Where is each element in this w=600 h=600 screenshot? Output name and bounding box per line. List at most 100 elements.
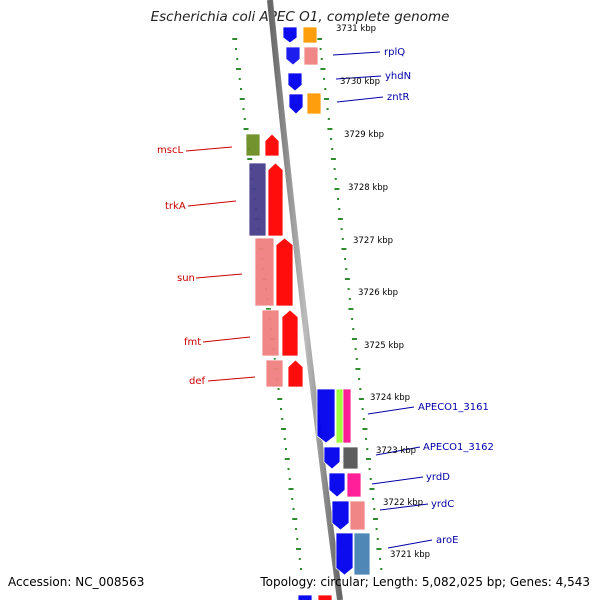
tick-dot	[298, 558, 301, 560]
gene-block-yrdD[interactable]	[328, 472, 346, 498]
gene-label-fmt[interactable]: fmt	[184, 337, 201, 348]
gene-block-trkA-slate[interactable]	[248, 162, 267, 237]
gene-block-rplQ-cds[interactable]	[282, 26, 298, 44]
gene-block-aroE[interactable]	[335, 532, 354, 576]
tick-dot	[358, 378, 361, 380]
tick-dot	[354, 348, 357, 350]
gene-block-pink-1[interactable]	[303, 46, 319, 66]
gene-label-trkA[interactable]: trkA	[165, 201, 186, 212]
gene-label-aroE[interactable]: aroE	[436, 535, 458, 546]
tick-dot	[242, 108, 245, 110]
tick-dot	[351, 318, 354, 320]
tick-dot	[232, 38, 238, 40]
gene-label-APECO1_3162[interactable]: APECO1_3162	[423, 442, 494, 453]
leader-line-sun	[195, 273, 243, 279]
topology-text: Topology: circular; Length: 5,082,025 bp…	[260, 575, 590, 589]
tick-dot	[295, 528, 297, 530]
tick-dot	[359, 388, 362, 390]
tick-dot	[280, 408, 282, 410]
gene-block-mscL[interactable]	[264, 133, 280, 157]
tick-dot	[341, 238, 344, 240]
gene-block-bottom-1[interactable]	[297, 594, 313, 600]
gene-block-def[interactable]	[287, 359, 304, 388]
gene-block-sun[interactable]	[275, 237, 294, 307]
tick-dot	[247, 158, 253, 160]
tick-dot	[291, 498, 294, 500]
gene-label-zntR[interactable]: zntR	[387, 92, 410, 103]
gene-label-yrdC[interactable]: yrdC	[431, 499, 454, 510]
gene-block-fmt[interactable]	[281, 309, 299, 357]
tick-dot	[320, 58, 323, 60]
tick-dot	[334, 178, 337, 180]
gene-block-magenta-2[interactable]	[346, 472, 362, 498]
tick-dot	[281, 428, 286, 430]
tick-dot	[347, 288, 350, 290]
tick-dot	[292, 518, 298, 520]
tick-dot	[243, 118, 246, 120]
tick-dot	[296, 538, 299, 540]
leader-line-mscL	[185, 146, 233, 152]
gene-block-grey[interactable]	[342, 446, 359, 470]
tick-dot	[236, 58, 239, 60]
gene-block-yrdC[interactable]	[331, 500, 350, 531]
gene-block-def-pink[interactable]	[265, 359, 284, 388]
gene-block-orange-2[interactable]	[306, 92, 322, 115]
tick-dot	[352, 328, 355, 330]
tick-dot	[292, 508, 295, 510]
gene-block-3162[interactable]	[323, 446, 341, 470]
leader-line-yrdD	[371, 476, 424, 485]
tick-dot	[300, 568, 302, 570]
gene-block-magenta-1[interactable]	[342, 388, 352, 444]
tick-dot	[358, 398, 364, 400]
gene-block-bottom-2[interactable]	[317, 594, 333, 600]
gene-block-pink-2[interactable]	[349, 500, 366, 531]
tick-dot	[243, 128, 249, 130]
tick-dot	[236, 68, 241, 70]
tick-dot	[330, 158, 336, 160]
tick-dot	[365, 438, 368, 440]
gene-block-mscL-olive[interactable]	[245, 133, 261, 157]
scale-label-kbp-3726: 3726 kbp	[358, 288, 398, 298]
gene-block-fmt-pink[interactable]	[261, 309, 280, 357]
leader-line-def	[207, 376, 256, 382]
gene-block-sun-pink[interactable]	[254, 237, 275, 307]
tick-dot	[239, 98, 245, 100]
tick-dot	[379, 558, 382, 560]
gene-block-trkA[interactable]	[267, 162, 284, 237]
gene-label-rplQ[interactable]: rplQ	[384, 47, 405, 58]
tick-dot	[287, 468, 290, 470]
leader-line-rplQ	[332, 51, 381, 56]
tick-dot	[327, 118, 330, 120]
gene-block-rplQ[interactable]	[285, 46, 301, 66]
tick-dot	[238, 78, 241, 80]
tick-dot	[235, 48, 237, 50]
gene-label-yhdN[interactable]: yhdN	[385, 71, 411, 82]
tick-dot	[361, 408, 364, 410]
scale-label-kbp-3730: 3730 kbp	[340, 77, 380, 87]
gene-label-mscL[interactable]: mscL	[157, 145, 183, 156]
scale-label-kbp-3723: 3723 kbp	[376, 446, 416, 456]
tick-dot	[320, 68, 326, 70]
tick-dot	[337, 198, 340, 200]
tick-dot	[319, 48, 322, 50]
scale-label-kbp-3729: 3729 kbp	[344, 130, 384, 140]
accession-text: Accession: NC_008563	[8, 575, 145, 589]
gene-label-sun[interactable]: sun	[177, 273, 195, 284]
gene-block-orange-1[interactable]	[302, 26, 318, 44]
tick-dot	[345, 268, 348, 270]
gene-block-steel[interactable]	[353, 532, 371, 576]
tick-dot	[344, 258, 347, 260]
tick-dot	[376, 548, 382, 550]
gene-label-def[interactable]: def	[189, 376, 206, 387]
gene-label-yrdD[interactable]: yrdD	[426, 472, 450, 483]
gene-label-APECO1_3161[interactable]: APECO1_3161	[418, 402, 489, 413]
tick-dot	[327, 128, 333, 130]
tick-dot	[316, 38, 322, 40]
tick-dot	[355, 358, 358, 360]
tick-dot	[323, 98, 329, 100]
gene-block-zntR[interactable]	[288, 93, 304, 115]
gene-block-3161[interactable]	[316, 388, 336, 444]
gene-block-yhdN[interactable]	[287, 72, 303, 92]
tick-dot	[344, 278, 350, 280]
